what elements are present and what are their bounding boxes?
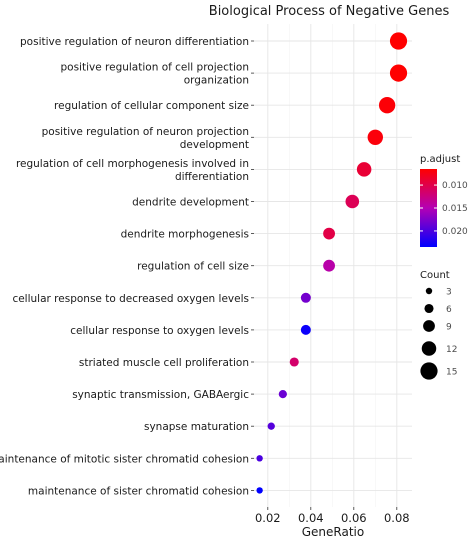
- size-legend-label: 12: [446, 345, 457, 355]
- x-axis-title: GeneRatio: [302, 525, 364, 539]
- color-legend: p.adjust 0.010 0.015 0.020: [420, 154, 468, 247]
- y-tick-label: positive regulation of neuron projection: [42, 126, 249, 138]
- y-tick-label: dendrite morphogenesis: [121, 229, 249, 241]
- data-point: [267, 422, 275, 430]
- y-tick-label: synaptic transmission, GABAergic: [72, 389, 249, 401]
- size-legend-title: Count: [420, 270, 450, 281]
- color-legend-label: 0.010: [442, 181, 468, 191]
- y-tick-label: dendrite development: [132, 197, 249, 209]
- y-tick-label: cellular response to decreased oxygen le…: [12, 293, 249, 305]
- x-tick-label: 0.06: [341, 511, 367, 525]
- size-legend-dot: [420, 362, 438, 380]
- size-legend-dot: [424, 303, 434, 314]
- data-points: [256, 32, 408, 494]
- data-point: [356, 162, 372, 177]
- size-legend-dot: [423, 320, 435, 332]
- data-point: [300, 292, 311, 303]
- x-tick-label: 0.04: [298, 511, 324, 525]
- y-tick-label: regulation of cell morphogenesis involve…: [16, 158, 249, 170]
- y-tick-label: development: [180, 139, 249, 151]
- y-tick-label: striated muscle cell proliferation: [79, 357, 249, 369]
- color-gradient-bar: [420, 169, 437, 247]
- y-axis-tick-labels: positive regulation of neuron differenti…: [0, 36, 254, 497]
- y-tick-label: maintenance of mitotic sister chromatid …: [0, 453, 249, 465]
- size-legend-dot: [421, 341, 437, 356]
- data-point: [378, 97, 396, 114]
- y-tick-label: synapse maturation: [144, 421, 249, 433]
- color-legend-label: 0.015: [442, 204, 468, 214]
- data-point: [289, 357, 299, 367]
- size-legend-label: 15: [446, 368, 457, 378]
- y-tick-label: maintenance of sister chromatid cohesion: [28, 485, 249, 497]
- x-tick-label: 0.08: [384, 511, 410, 525]
- data-point: [323, 259, 335, 272]
- x-axis: 0.02 0.04 0.06 0.08: [255, 507, 410, 525]
- size-legend-dot: [425, 287, 433, 295]
- data-point: [367, 129, 383, 145]
- size-legend-label: 3: [446, 288, 452, 298]
- data-point: [389, 64, 408, 82]
- color-legend-title: p.adjust: [420, 154, 460, 165]
- y-tick-label: regulation of cellular component size: [54, 100, 249, 112]
- size-legend-label: 9: [446, 323, 452, 333]
- y-tick-label: positive regulation of cell projection: [61, 62, 250, 74]
- size-legend-label: 6: [446, 305, 452, 315]
- data-point: [256, 455, 263, 462]
- y-tick-label: positive regulation of neuron differenti…: [20, 36, 249, 48]
- y-tick-label: cellular response to oxygen levels: [70, 325, 249, 337]
- data-point: [300, 324, 311, 335]
- data-point: [389, 32, 408, 50]
- chart-title: Biological Process of Negative Genes: [209, 4, 450, 19]
- size-legend: Count 3 6 9 12 15: [420, 270, 457, 380]
- data-point: [278, 390, 287, 399]
- y-tick-label: regulation of cell size: [137, 261, 249, 273]
- x-tick-label: 0.02: [255, 511, 281, 525]
- data-point: [345, 194, 360, 209]
- y-tick-label: organization: [184, 75, 249, 87]
- y-tick-label: differentiation: [175, 171, 249, 183]
- color-legend-label: 0.020: [442, 227, 468, 237]
- data-point: [323, 227, 335, 240]
- data-point: [256, 487, 263, 494]
